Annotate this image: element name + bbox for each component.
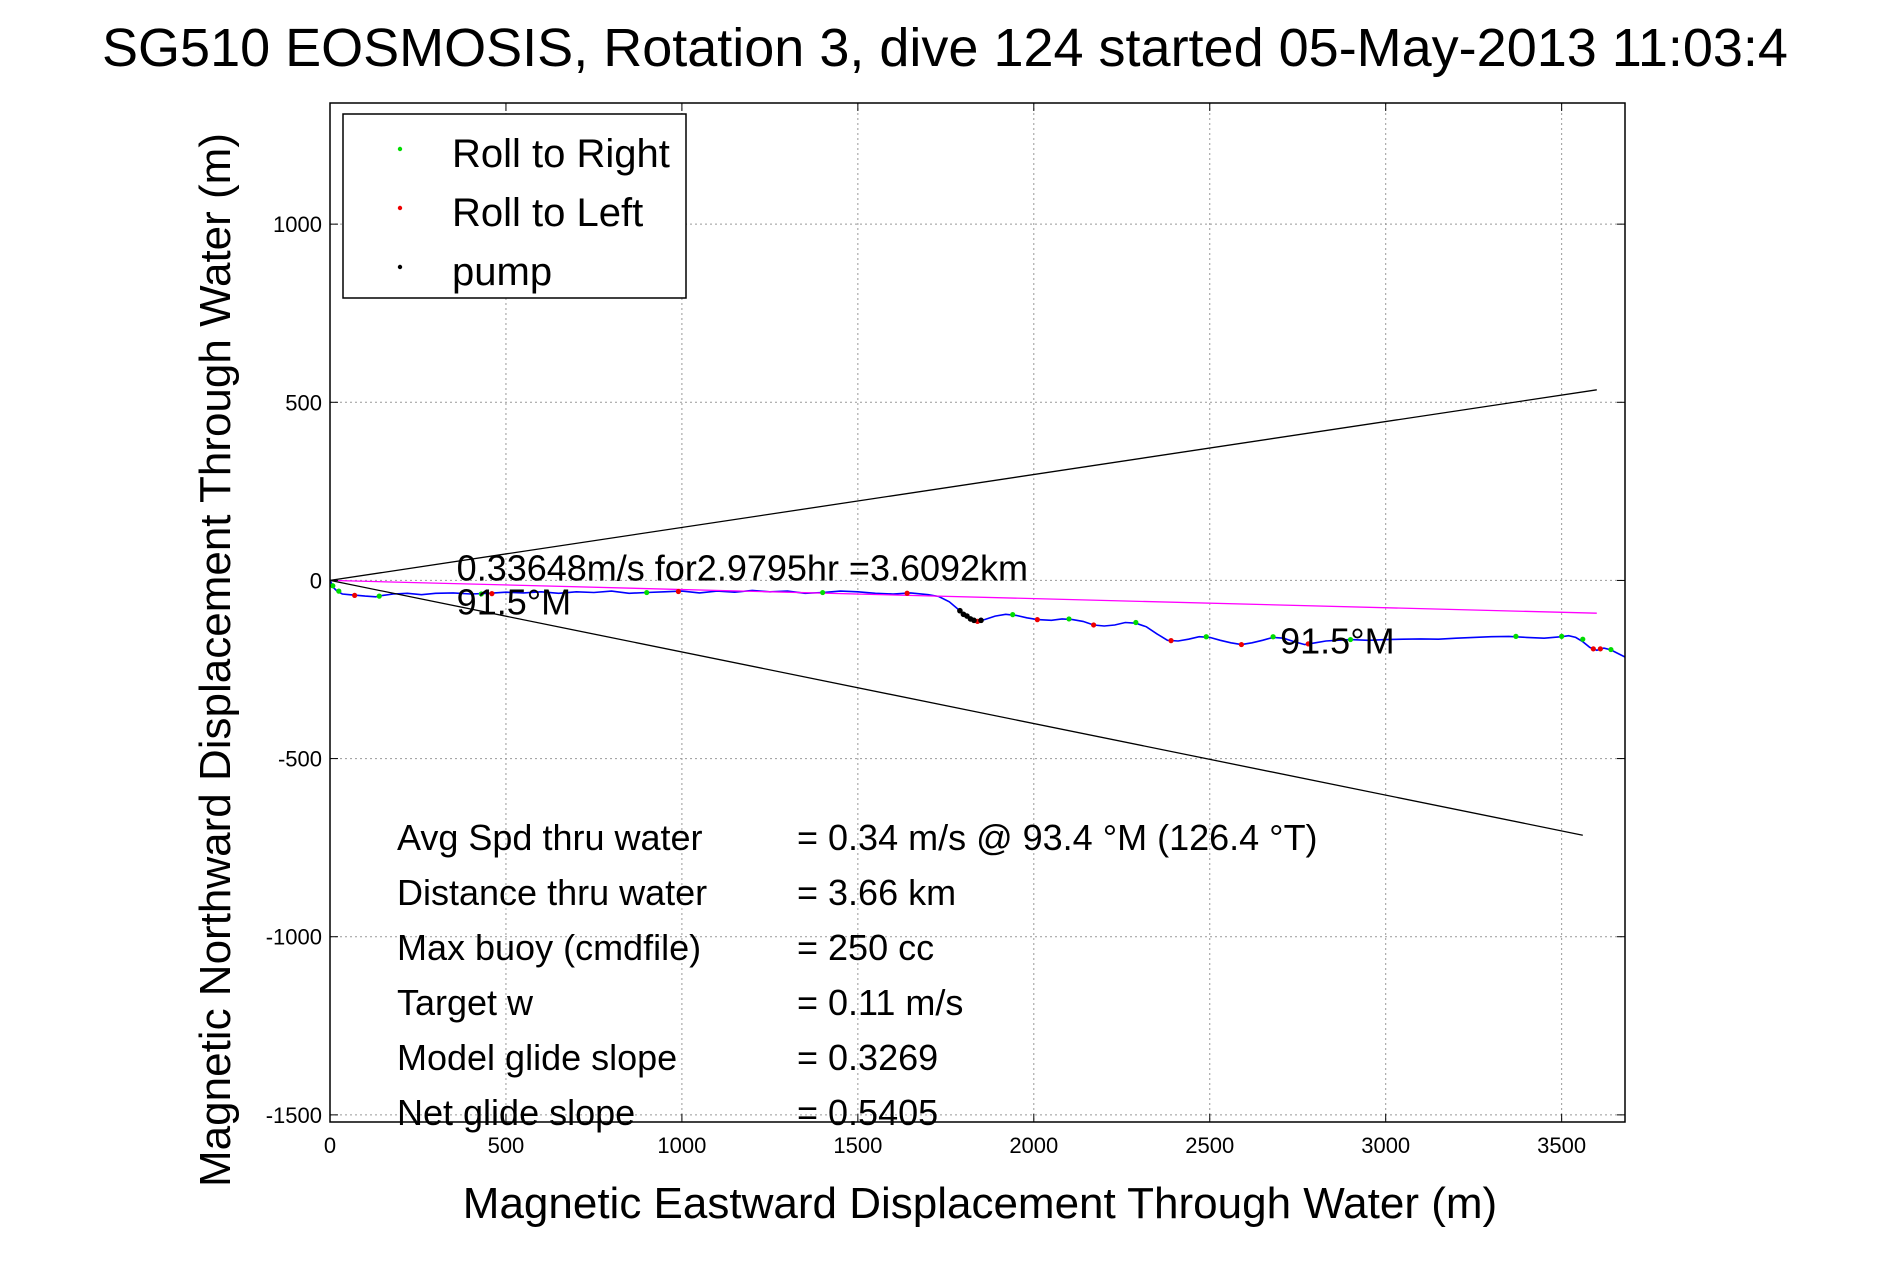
marker-roll-right [376, 593, 382, 599]
marker-roll-left [352, 592, 358, 598]
marker-roll-left [1091, 622, 1097, 628]
x-axis-label: Magnetic Eastward Displacement Through W… [463, 1179, 1497, 1228]
stat-value: = 3.66 km [797, 872, 956, 913]
legend-marker [397, 264, 403, 270]
x-tick-label: 3500 [1537, 1133, 1586, 1158]
marker-roll-left [1305, 641, 1311, 647]
marker-roll-left [904, 590, 910, 596]
x-tick-label: 1500 [833, 1133, 882, 1158]
marker-roll-left [1168, 638, 1174, 644]
y-axis-label: Magnetic Northward Displacement Through … [191, 133, 240, 1187]
series-line-track [329, 580, 1626, 658]
annotation-text: 0.33648m/s for2.9795hr =3.6092km [457, 547, 1028, 588]
marker-roll-right [1559, 633, 1565, 639]
marker-roll-right [330, 583, 336, 589]
marker-roll-right [820, 589, 826, 596]
stat-label: Target w [397, 982, 534, 1023]
marker-roll-left [489, 591, 495, 597]
marker-roll-right [1270, 634, 1276, 640]
stat-label: Max buoy (cmdfile) [397, 927, 701, 968]
marker-roll-left [675, 588, 681, 595]
marker-roll-right [1203, 634, 1209, 640]
x-tick-label: 2000 [1009, 1133, 1058, 1158]
stats-block: Avg Spd thru water = 0.34 m/s @ 93.4 °M (… [397, 817, 1318, 1133]
legend: Roll to Right Roll to Left pump [342, 113, 687, 299]
marker-roll-right [1580, 636, 1586, 642]
marker-roll-right [1513, 633, 1519, 639]
stat-value: = 0.5405 [797, 1092, 938, 1133]
x-tick-label: 0 [324, 1133, 336, 1158]
stat-value: = 0.34 m/s @ 93.4 °M (126.4 °T) [797, 817, 1318, 858]
marker-roll-left [1034, 617, 1040, 623]
x-tick-label: 3000 [1361, 1133, 1410, 1158]
series-markers [330, 583, 1614, 653]
x-tick-label: 2500 [1185, 1133, 1234, 1158]
legend-marker [397, 205, 403, 211]
stat-label: Distance thru water [397, 872, 707, 913]
marker-roll-right [644, 589, 650, 596]
marker-roll-left [1590, 646, 1596, 652]
y-tick-label: 0 [310, 568, 322, 593]
y-tick-label: 1000 [273, 212, 322, 237]
marker-roll-right [1608, 646, 1614, 653]
stat-label: Net glide slope [397, 1092, 635, 1133]
series-line-course [329, 579, 1597, 614]
marker-roll-right [1133, 619, 1139, 626]
annotation-text: 91.5°M [457, 581, 571, 622]
marker-roll-left [1597, 646, 1603, 652]
marker-roll-right [1066, 616, 1072, 622]
annotation-text: 91.5°M [1280, 620, 1394, 661]
y-tick-label: -500 [278, 747, 322, 772]
x-tick-label: 1000 [657, 1133, 706, 1158]
series-lines [329, 389, 1626, 836]
x-tick-label: 500 [488, 1133, 525, 1158]
marker-pump [957, 607, 963, 614]
marker-roll-right [336, 588, 342, 594]
marker-roll-left [1238, 641, 1245, 648]
stat-value: = 0.11 m/s [797, 982, 963, 1023]
series-line-cone-lower [329, 579, 1583, 836]
stat-value: = 0.3269 [797, 1037, 938, 1078]
marker-roll-right [1347, 636, 1354, 643]
stat-label: Avg Spd thru water [397, 817, 703, 858]
marker-pump [978, 617, 984, 624]
marker-roll-right [1010, 612, 1016, 618]
x-axis-ticks: 0 500 1000 1500 2000 2500 3000 3500 [324, 103, 1586, 1158]
marker-pump [971, 617, 977, 624]
marker-roll-right [478, 591, 484, 597]
chart-title: SG510 EOSMOSIS, Rotation 3, dive 124 sta… [102, 18, 1788, 78]
legend-entry: Roll to Left [452, 191, 643, 235]
annotations: 0.33648m/s for2.9795hr =3.6092km91.5°M91… [457, 547, 1395, 661]
y-tick-label: -1000 [266, 925, 322, 950]
legend-marker [397, 146, 403, 152]
y-axis-ticks: 1000 500 0 -500 -1000 -1500 [266, 212, 1625, 1128]
legend-entry: pump [452, 250, 552, 294]
series-line-cone-upper [329, 389, 1597, 582]
y-tick-label: -1500 [266, 1103, 322, 1128]
stat-label: Model glide slope [397, 1037, 677, 1078]
legend-entry: Roll to Right [452, 132, 670, 176]
plot-frame [329, 102, 1626, 1123]
stat-value: = 250 cc [797, 927, 934, 968]
y-tick-label: 500 [285, 390, 322, 415]
